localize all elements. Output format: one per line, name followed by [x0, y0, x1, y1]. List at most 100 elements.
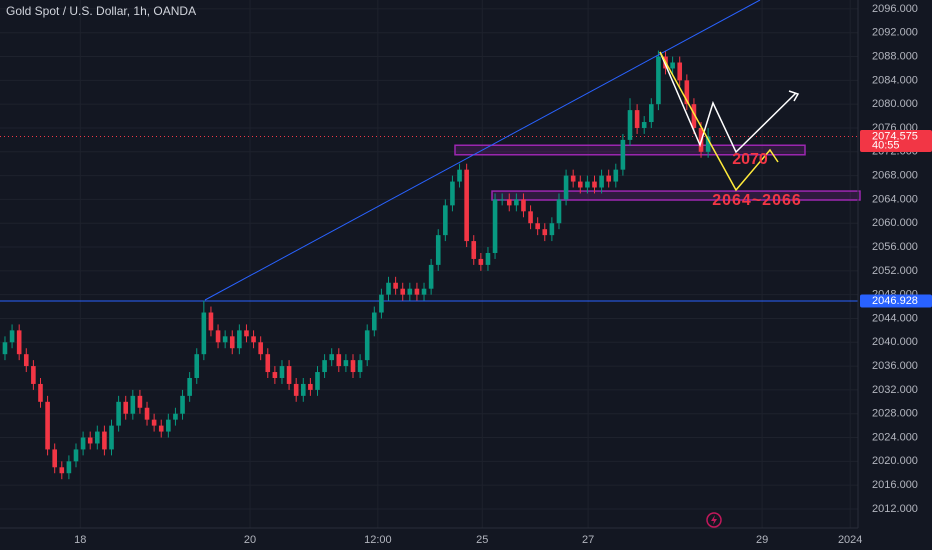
candle-body: [31, 366, 36, 384]
candle-body: [414, 288, 420, 295]
y-tick-label: 2064.000: [872, 193, 918, 205]
candle-body: [656, 56, 661, 105]
candle-body: [428, 264, 434, 289]
candle-body: [59, 467, 65, 474]
candle-body: [670, 62, 675, 69]
price-label: 2046.928: [872, 295, 918, 307]
y-tick-label: 2060.000: [872, 217, 918, 229]
candle-body: [649, 104, 654, 123]
candle-body: [450, 181, 455, 206]
white-path: [659, 51, 797, 154]
candle-body: [457, 169, 462, 182]
candle-body: [407, 288, 413, 295]
candle-body: [478, 258, 484, 265]
candle-body: [109, 425, 114, 450]
candle-body: [627, 110, 633, 140]
candle-body: [592, 181, 597, 188]
candle-body: [492, 199, 498, 253]
candle-body: [144, 407, 150, 420]
candle-body: [386, 282, 391, 295]
candle-body: [173, 413, 178, 420]
y-axis: 2012.000 2016.000 2020.000 2024.000 2028.000…: [74, 3, 932, 546]
candle-body: [570, 175, 576, 182]
candle-body: [421, 288, 427, 295]
y-tick-label: 2068.000: [872, 170, 918, 182]
candle-body: [166, 419, 171, 432]
candle-body: [364, 330, 370, 361]
candle-body: [514, 199, 519, 206]
candle-body: [535, 223, 540, 230]
y-tick-label: 2056.000: [872, 241, 918, 253]
candle-body: [677, 62, 683, 81]
drawings: [204, 0, 800, 301]
candle-body: [315, 372, 320, 390]
price-label-box: [860, 129, 932, 152]
price-label: 2074.575: [872, 130, 918, 142]
candle-body: [300, 383, 306, 396]
icon-ring: [706, 512, 722, 528]
candle-body: [158, 425, 164, 432]
candle-body: [87, 437, 93, 444]
candle-body: [372, 312, 377, 331]
candle-body: [293, 383, 299, 396]
candle-body: [684, 80, 690, 105]
candle-body: [329, 354, 334, 361]
chart-title: Gold Spot / U.S. Dollar, 1h, OANDA: [6, 4, 196, 18]
candle-body: [542, 229, 548, 236]
candle-body: [634, 110, 640, 128]
candle-body: [343, 360, 349, 367]
candle-body: [9, 330, 15, 343]
candle-body: [379, 294, 384, 313]
annotation: 2070: [732, 151, 768, 168]
candle-body: [194, 354, 200, 378]
candle-body: [499, 199, 505, 201]
y-tick-label: 2080.000: [872, 98, 918, 110]
candle-body: [705, 136, 711, 152]
candle-body: [641, 122, 647, 128]
icon-bolt: [711, 515, 717, 525]
x-tick-label: 25: [476, 534, 488, 546]
alert-icon: [706, 512, 722, 528]
candle-body: [123, 401, 129, 414]
candle-body: [606, 175, 611, 182]
y-tick-label: 2044.000: [872, 312, 918, 324]
candle-body: [116, 401, 121, 426]
candle-body: [251, 336, 256, 343]
candle-body: [38, 383, 43, 402]
candles: [2, 50, 711, 480]
y-tick-label: 2052.000: [872, 265, 918, 277]
y-tick-label: 2028.000: [872, 408, 918, 420]
candle-body: [2, 342, 8, 355]
candle-body: [521, 199, 526, 212]
x-tick-label: 29: [756, 534, 768, 546]
annotation: 2064~2066: [712, 192, 802, 209]
x-tick-label: 18: [74, 534, 86, 546]
x-tick-label: 2024: [838, 534, 862, 546]
countdown-label: 40:55: [872, 139, 900, 151]
candle-body: [95, 431, 100, 444]
candle-body: [265, 354, 271, 373]
candle-body: [102, 431, 107, 450]
y-tick-label: 2036.000: [872, 360, 918, 372]
trend-line: [204, 0, 761, 301]
candle-body: [549, 223, 555, 236]
candle-body: [244, 330, 249, 337]
candle-body: [229, 336, 235, 349]
white-arrowhead: [788, 90, 800, 102]
y-tick-label: 2016.000: [872, 479, 918, 491]
y-tick-label: 2012.000: [872, 503, 918, 515]
candle-body: [357, 360, 363, 373]
y-tick-label: 2040.000: [872, 336, 918, 348]
candle-body: [73, 449, 79, 462]
candle-body: [556, 199, 562, 224]
candle-body: [400, 288, 406, 295]
candle-body: [485, 252, 491, 265]
candle-body: [613, 169, 619, 182]
candle-body: [350, 360, 356, 373]
candle-body: [151, 419, 157, 426]
yellow-path: [659, 51, 779, 192]
y-tick-label: 2032.000: [872, 384, 918, 396]
candle-body: [279, 366, 285, 378]
